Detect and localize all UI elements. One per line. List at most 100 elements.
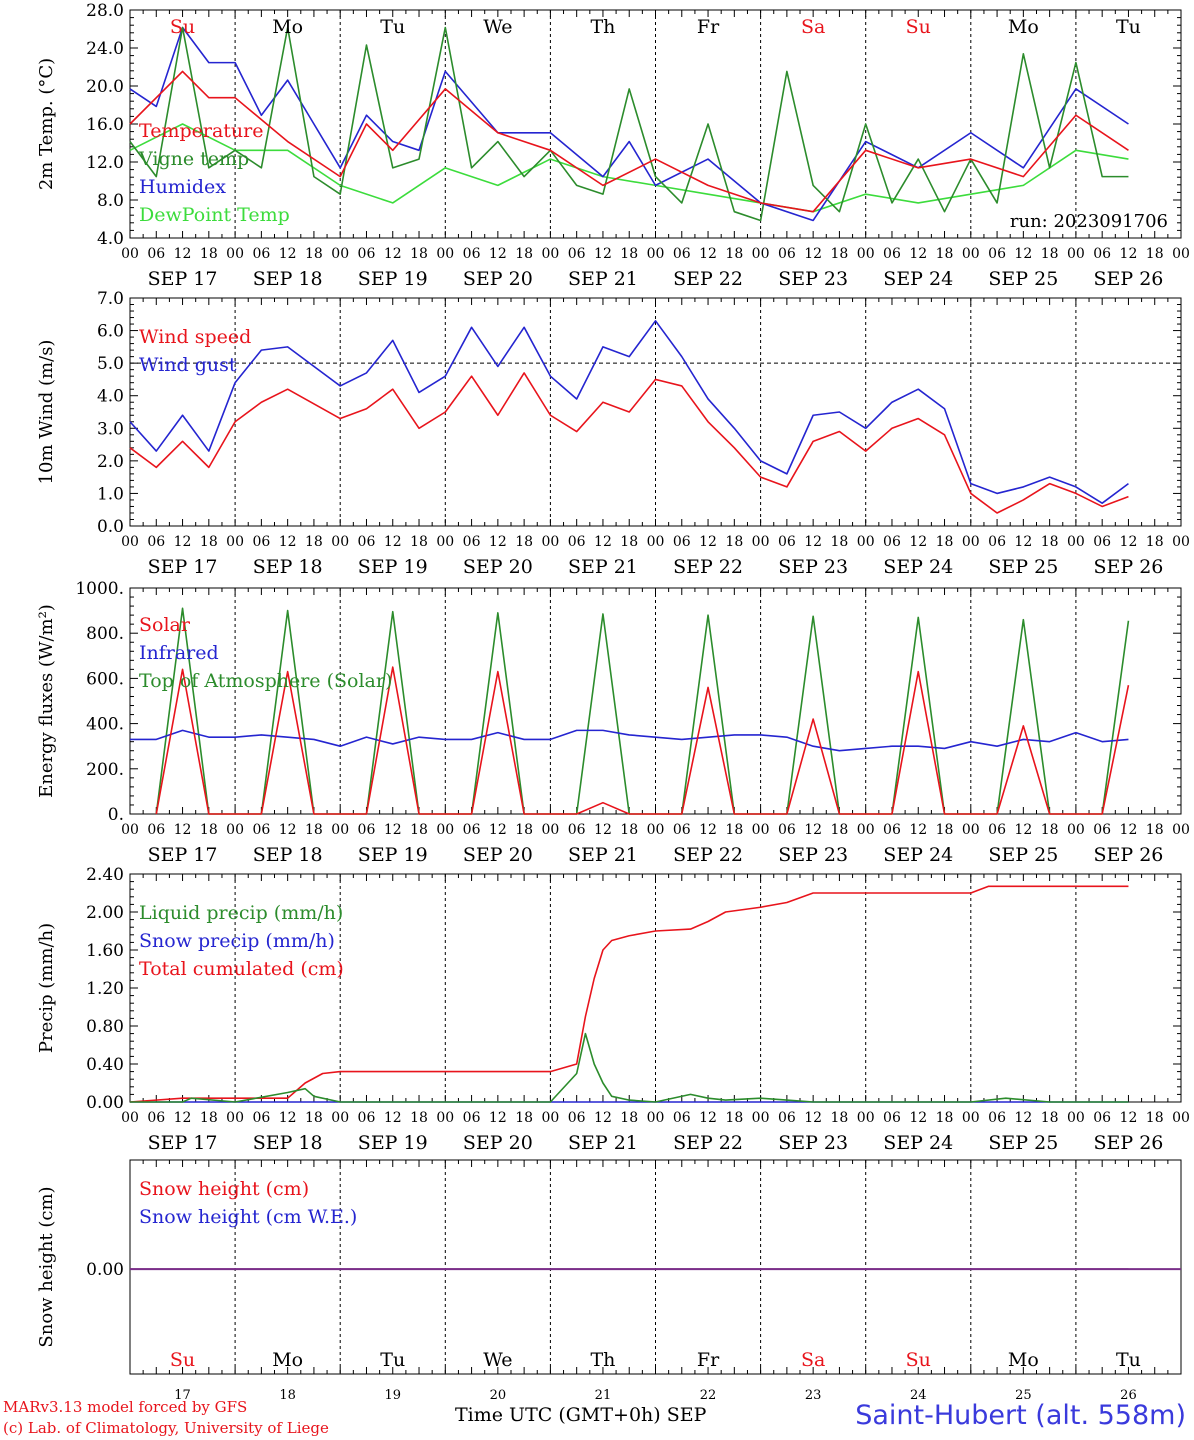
- hour-tick-label: 06: [147, 534, 165, 550]
- hour-tick-label: 18: [936, 1110, 954, 1126]
- day-number: 18: [279, 1388, 296, 1403]
- hour-tick-label: 06: [568, 534, 586, 550]
- hour-tick-label: 12: [909, 822, 927, 838]
- day-number: 19: [384, 1388, 401, 1403]
- hour-tick-label: 12: [279, 246, 297, 262]
- hour-tick-label: 12: [489, 1110, 507, 1126]
- date-label: SEP 26: [1094, 268, 1164, 290]
- hour-tick-label: 12: [279, 534, 297, 550]
- panel-1: 4.0 8.0 12.0 16.0 20.0 24.0 28.0 2m Temp. (°C) T…: [36, 1, 1190, 290]
- hour-tick-label: 18: [515, 246, 533, 262]
- series-line: [129, 26, 1129, 222]
- date-label: SEP 25: [988, 556, 1058, 578]
- date-label: SEP 22: [673, 268, 743, 290]
- hour-tick-label: 18: [725, 1110, 743, 1126]
- hour-tick-label: 06: [1093, 246, 1111, 262]
- date-label: SEP 18: [253, 844, 323, 866]
- y-tick-label: 2.00: [86, 903, 124, 923]
- weekday-label-bottom: Su: [906, 1349, 931, 1371]
- day-number: 25: [1015, 1388, 1032, 1403]
- hour-tick-label: 00: [1067, 246, 1085, 262]
- date-label: SEP 21: [568, 1132, 638, 1154]
- hour-tick-label: 12: [804, 822, 822, 838]
- legend-entry: DewPoint Temp: [139, 204, 290, 226]
- legend-entry: Snow height (cm W.E.): [139, 1206, 357, 1228]
- hour-tick-label: 00: [121, 246, 139, 262]
- day-number: 22: [700, 1388, 717, 1403]
- hour-tick-label: 12: [804, 534, 822, 550]
- hour-tick-label: 06: [778, 1110, 796, 1126]
- hour-tick-label: 18: [200, 534, 218, 550]
- hour-tick-label: 18: [936, 822, 954, 838]
- weekday-label-bottom: Sa: [801, 1349, 825, 1371]
- hour-tick-label: 06: [147, 822, 165, 838]
- legend-entry: Total cumulated (cm): [139, 958, 344, 980]
- hour-tick-label: 18: [515, 822, 533, 838]
- hour-tick-label: 06: [252, 822, 270, 838]
- hour-tick-label: 12: [594, 822, 612, 838]
- weekday-label: Su: [170, 16, 195, 38]
- hour-tick-label: 18: [620, 822, 638, 838]
- hour-tick-label: 18: [305, 1110, 323, 1126]
- y-axis-label: 2m Temp. (°C): [36, 58, 57, 190]
- y-tick-label: 16.0: [86, 115, 124, 135]
- hour-tick-label: 00: [331, 246, 349, 262]
- y-tick-label: 0.40: [86, 1055, 124, 1075]
- weekday-label: Su: [906, 16, 931, 38]
- hour-tick-label: 06: [358, 246, 376, 262]
- y-tick-label: 12.0: [86, 153, 124, 173]
- model-credit: MARv3.13 model forced by GFS: [3, 1398, 248, 1416]
- hour-tick-label: 12: [489, 534, 507, 550]
- panel-4: 0.00 0.40 0.80 1.20 1.60 2.00 2.40 Precip (mm/h…: [36, 865, 1190, 1154]
- hour-tick-label: 12: [489, 822, 507, 838]
- hour-tick-label: 00: [541, 1110, 559, 1126]
- date-label: SEP 19: [358, 1132, 428, 1154]
- hour-tick-label: 06: [673, 1110, 691, 1126]
- legend-entry: Infrared: [139, 642, 219, 664]
- y-tick-label: 5.0: [97, 354, 124, 374]
- hour-tick-label: 12: [699, 246, 717, 262]
- y-axis-label: Energy fluxes (W/m²): [36, 604, 57, 798]
- hour-tick-label: 06: [673, 822, 691, 838]
- hour-tick-label: 00: [121, 822, 139, 838]
- hour-tick-label: 06: [1093, 822, 1111, 838]
- hour-tick-label: 12: [594, 246, 612, 262]
- legend-entry: Liquid precip (mm/h): [139, 902, 343, 924]
- date-label: SEP 17: [148, 556, 218, 578]
- time-axis-label: Time UTC (GMT+0h) SEP: [455, 1404, 707, 1426]
- y-tick-label: 28.0: [86, 1, 124, 21]
- date-label: SEP 21: [568, 268, 638, 290]
- weekday-label: We: [483, 16, 512, 38]
- legend-entry: Humidex: [139, 176, 226, 198]
- day-number: 26: [1120, 1388, 1137, 1403]
- hour-tick-label: 12: [279, 1110, 297, 1126]
- day-number: 17: [174, 1388, 191, 1403]
- hour-tick-label: 00: [857, 822, 875, 838]
- weekday-label-bottom: Mo: [272, 1349, 303, 1371]
- hour-tick-label: 18: [1041, 822, 1059, 838]
- hour-tick-label: 18: [410, 1110, 428, 1126]
- hour-tick-label: 18: [725, 534, 743, 550]
- y-tick-label: 0.00: [86, 1260, 124, 1280]
- weekday-label: Sa: [801, 16, 825, 38]
- hour-tick-label: 00: [962, 822, 980, 838]
- hour-tick-label: 12: [594, 1110, 612, 1126]
- hour-tick-label: 18: [725, 246, 743, 262]
- date-label: SEP 21: [568, 844, 638, 866]
- hour-tick-label: 18: [1041, 534, 1059, 550]
- hour-tick-label: 06: [358, 1110, 376, 1126]
- hour-tick-label: 06: [883, 1110, 901, 1126]
- weekday-label: Tu: [380, 16, 405, 38]
- hour-tick-label: 12: [384, 1110, 402, 1126]
- hour-tick-label: 18: [831, 822, 849, 838]
- legend-entry: Snow precip (mm/h): [139, 930, 335, 952]
- hour-tick-label: 12: [1120, 534, 1138, 550]
- hour-tick-label: 06: [883, 534, 901, 550]
- hour-tick-label: 00: [962, 246, 980, 262]
- hour-tick-label: 12: [1014, 1110, 1032, 1126]
- weekday-label-bottom: Th: [590, 1349, 615, 1371]
- hour-tick-label: 06: [673, 246, 691, 262]
- y-tick-label: 1.20: [86, 979, 124, 999]
- date-label: SEP 22: [673, 1132, 743, 1154]
- date-label: SEP 25: [988, 1132, 1058, 1154]
